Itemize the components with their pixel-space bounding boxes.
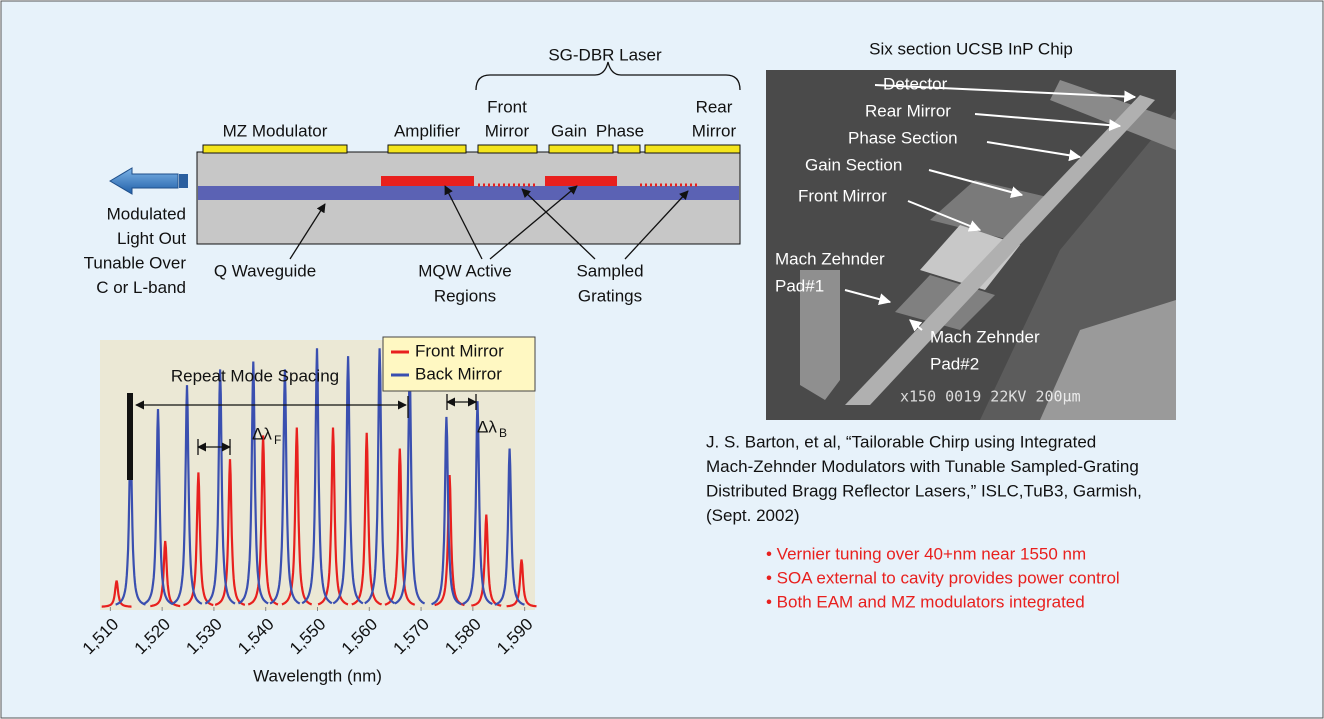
active-label: Regions	[434, 286, 496, 305]
x-axis-label: Wavelength (nm)	[253, 666, 382, 685]
pad	[203, 145, 347, 153]
annotation-symbol: Δλ	[252, 424, 272, 443]
grating-label: Gratings	[578, 286, 642, 305]
waveguide-label: Q Waveguide	[214, 261, 316, 280]
citation-line: Distributed Bragg Reflector Lasers,” ISL…	[706, 481, 1142, 500]
photo-label: Gain Section	[805, 155, 902, 174]
legend-label: Front Mirror	[415, 341, 504, 360]
scale-text: x150 0019 22KV 200μm	[900, 388, 1081, 406]
active-region	[381, 176, 474, 186]
section-label: Phase	[596, 121, 644, 140]
legend-label: Back Mirror	[415, 364, 502, 383]
photo-label: Detector	[883, 74, 948, 93]
output-label: C or L-band	[96, 278, 186, 297]
output-arrow	[179, 174, 188, 188]
pad	[549, 145, 613, 153]
pad	[645, 145, 740, 153]
annotation-symbol: Δλ	[477, 417, 497, 436]
section-label: Rear	[696, 97, 733, 116]
annotation: Repeat Mode Spacing	[171, 366, 339, 385]
active-label: MQW Active	[418, 261, 512, 280]
citation-line: (Sept. 2002)	[706, 506, 800, 525]
photo-label: Mach Zehnder	[930, 327, 1040, 346]
section-label: Amplifier	[394, 121, 460, 140]
pad	[618, 145, 640, 153]
grating-label: Sampled	[576, 261, 643, 280]
output-label: Light Out	[117, 229, 186, 248]
photo-label: Pad#2	[930, 354, 979, 373]
section-label: Front	[487, 97, 527, 116]
waveguide	[198, 186, 739, 200]
annotation-subscript: B	[499, 426, 507, 440]
photo-label: Front Mirror	[798, 186, 887, 205]
photo-label: Pad#1	[775, 276, 824, 295]
citation-line: Mach-Zehnder Modulators with Tunable Sam…	[706, 457, 1139, 476]
pad	[388, 145, 466, 153]
photo-title: Six section UCSB InP Chip	[869, 39, 1073, 58]
section-label: MZ Modulator	[223, 121, 328, 140]
marker-bar	[127, 393, 133, 480]
output-label: Modulated	[107, 204, 186, 223]
bullet: • Both EAM and MZ modulators integrated	[766, 592, 1085, 611]
page: SG-DBR Laser 1,5101,5201,5301,5401,5501,…	[0, 0, 1324, 719]
photo-label: Phase Section	[848, 128, 958, 147]
photo-label: Mach Zehnder	[775, 249, 885, 268]
bullet: • Vernier tuning over 40+nm near 1550 nm	[766, 544, 1086, 563]
citation-line: J. S. Barton, et al, “Tailorable Chirp u…	[706, 432, 1096, 451]
laser-title: SG-DBR Laser	[548, 45, 662, 64]
section-label: Mirror	[485, 121, 530, 140]
output-label: Tunable Over	[84, 253, 187, 272]
section-label: Gain	[551, 121, 587, 140]
section-label: Mirror	[692, 121, 737, 140]
photo-label: Rear Mirror	[865, 101, 951, 120]
bullet: • SOA external to cavity provides power …	[766, 568, 1120, 587]
active-region	[545, 176, 617, 186]
annotation-subscript: F	[274, 433, 281, 447]
pad	[478, 145, 537, 153]
